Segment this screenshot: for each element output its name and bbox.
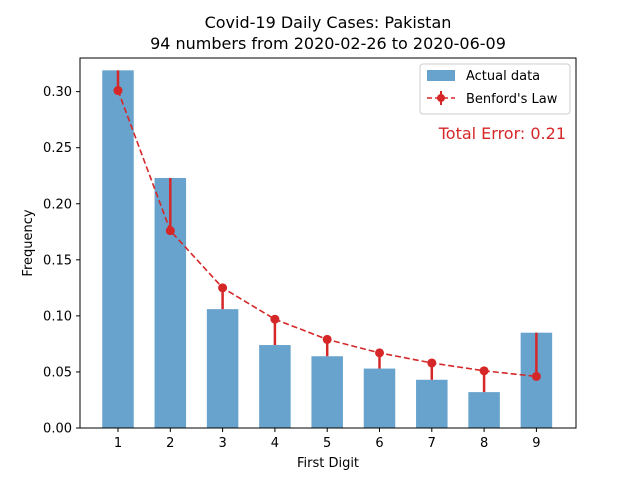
bar-5 [311,356,343,428]
x-tick-label: 1 [114,436,122,451]
legend-swatch-benford-marker [437,94,445,102]
y-tick-label: 0.05 [43,365,72,380]
y-tick-label: 0.10 [43,309,72,324]
x-tick-label: 7 [428,436,436,451]
y-tick-label: 0.00 [43,422,72,437]
benford-point-3 [218,283,228,293]
x-tick-label: 8 [480,436,488,451]
benford-line-group [113,86,541,381]
bar-3 [206,309,239,428]
legend-frame [419,63,571,115]
x-tick-label: 9 [532,436,540,451]
chart-subtitle: 94 numbers from 2020-02-26 to 2020-06-09 [150,34,506,53]
y-tick-label: 0.30 [43,85,72,100]
y-axis-label: Frequency [21,209,36,276]
benford-point-5 [322,334,332,344]
benford-point-1 [113,86,123,96]
total-error-annotation: Total Error: 0.21 [438,124,566,143]
bar-6 [363,368,396,428]
legend: Actual data Benford's Law [419,63,571,115]
y-tick-label: 0.25 [43,141,72,156]
y-axis: 0.00 0.05 0.10 0.15 0.20 0.25 0.30 [43,85,80,437]
x-axis: 1 2 3 4 5 6 7 8 9 [114,428,541,451]
bar-1 [102,70,134,428]
bar-group [102,70,553,428]
legend-swatch-actual [427,70,455,81]
legend-label-benford: Benford's Law [466,92,558,107]
plot-frame [79,57,577,429]
benford-point-6 [375,348,384,358]
x-tick-label: 4 [271,436,279,451]
benford-point-9 [531,371,541,381]
x-tick-label: 5 [323,436,331,451]
bar-8 [468,392,500,428]
y-tick-label: 0.15 [43,253,72,268]
x-tick-label: 2 [166,436,174,451]
x-tick-label: 6 [375,436,383,451]
benford-point-8 [479,366,489,376]
benford-point-4 [270,314,280,324]
bar-4 [259,345,291,428]
bar-7 [416,379,448,428]
y-tick-label: 0.20 [43,197,72,212]
legend-label-actual: Actual data [466,69,540,84]
x-tick-label: 3 [218,436,226,451]
chart-title: Covid-19 Daily Cases: Pakistan [205,13,452,32]
benford-point-2 [165,226,175,236]
x-axis-label: First Digit [297,456,359,471]
benford-point-7 [427,358,437,368]
